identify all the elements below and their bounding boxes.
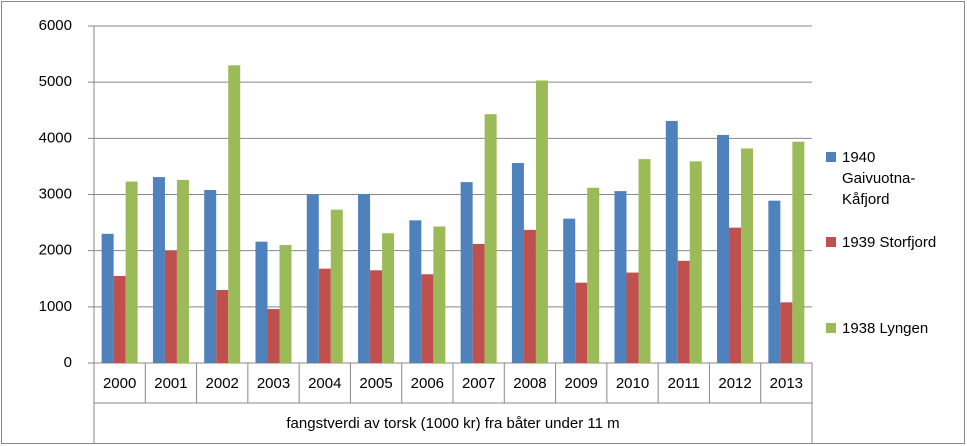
x-tick-label: 2005 [359, 375, 392, 392]
bar [152, 177, 165, 363]
bar [216, 289, 229, 363]
bar [279, 245, 292, 363]
bar [768, 200, 781, 363]
bar [306, 194, 319, 363]
bar [113, 275, 126, 363]
x-tick-label: 2004 [308, 375, 341, 392]
x-tick-label: 2008 [513, 375, 546, 392]
bar [626, 272, 639, 363]
bar [176, 179, 189, 363]
bar [460, 182, 473, 363]
bar [255, 241, 268, 363]
bar [330, 209, 343, 363]
bar [792, 141, 805, 363]
bar [101, 233, 114, 363]
bar [677, 260, 690, 363]
bar [511, 163, 524, 363]
bar [729, 227, 742, 363]
y-tick-label: 3000 [39, 185, 72, 202]
bar [741, 148, 754, 363]
bar [409, 220, 422, 363]
bar [563, 218, 576, 363]
legend-swatch [826, 237, 836, 247]
bar [228, 65, 241, 364]
x-tick-label: 2003 [257, 375, 290, 392]
bar [125, 181, 138, 363]
y-tick-label: 4000 [39, 129, 72, 146]
y-tick-label: 6000 [39, 17, 72, 34]
bar [689, 161, 702, 363]
bar [717, 134, 730, 363]
y-tick-label: 1000 [39, 298, 72, 315]
bar [638, 159, 651, 363]
x-tick-label: 2001 [154, 375, 187, 392]
bar [358, 193, 371, 363]
legend-label: 1939 Storfjord [842, 234, 937, 251]
x-tick-label: 2011 [668, 375, 700, 392]
bar [164, 250, 177, 363]
bar [614, 191, 627, 363]
x-tick-label: 2002 [206, 375, 239, 392]
bar [587, 187, 600, 363]
legend-swatch [826, 323, 836, 333]
x-tick-label: 2007 [462, 375, 495, 392]
bar [370, 270, 383, 363]
x-tick-label: 2006 [411, 375, 444, 392]
bar [382, 233, 395, 363]
legend-label: 1938 Lyngen [842, 320, 929, 337]
bar [204, 190, 217, 363]
legend-swatch [826, 152, 836, 162]
bar [318, 268, 331, 363]
x-tick-label: 2012 [718, 375, 751, 392]
bar [267, 309, 280, 363]
bar [665, 120, 678, 364]
bar [780, 302, 793, 363]
x-tick-label: 2010 [616, 375, 649, 392]
x-tick-label: 2013 [770, 375, 803, 392]
y-tick-label: 0 [64, 354, 72, 371]
bar [523, 229, 536, 363]
bar [472, 243, 485, 363]
bar [535, 80, 548, 364]
bar [484, 114, 497, 363]
x-tick-label: 2000 [103, 375, 136, 392]
x-axis-label: fangstverdi av torsk (1000 kr) fra båter… [286, 415, 619, 432]
legend-label: 1940 Gaivuotna-Kåfjord [842, 149, 916, 208]
x-tick-label: 2009 [565, 375, 598, 392]
y-tick-label: 5000 [39, 73, 72, 90]
bar [421, 274, 434, 363]
y-tick-label: 2000 [39, 242, 72, 259]
bar [433, 226, 446, 363]
bar [575, 282, 588, 363]
